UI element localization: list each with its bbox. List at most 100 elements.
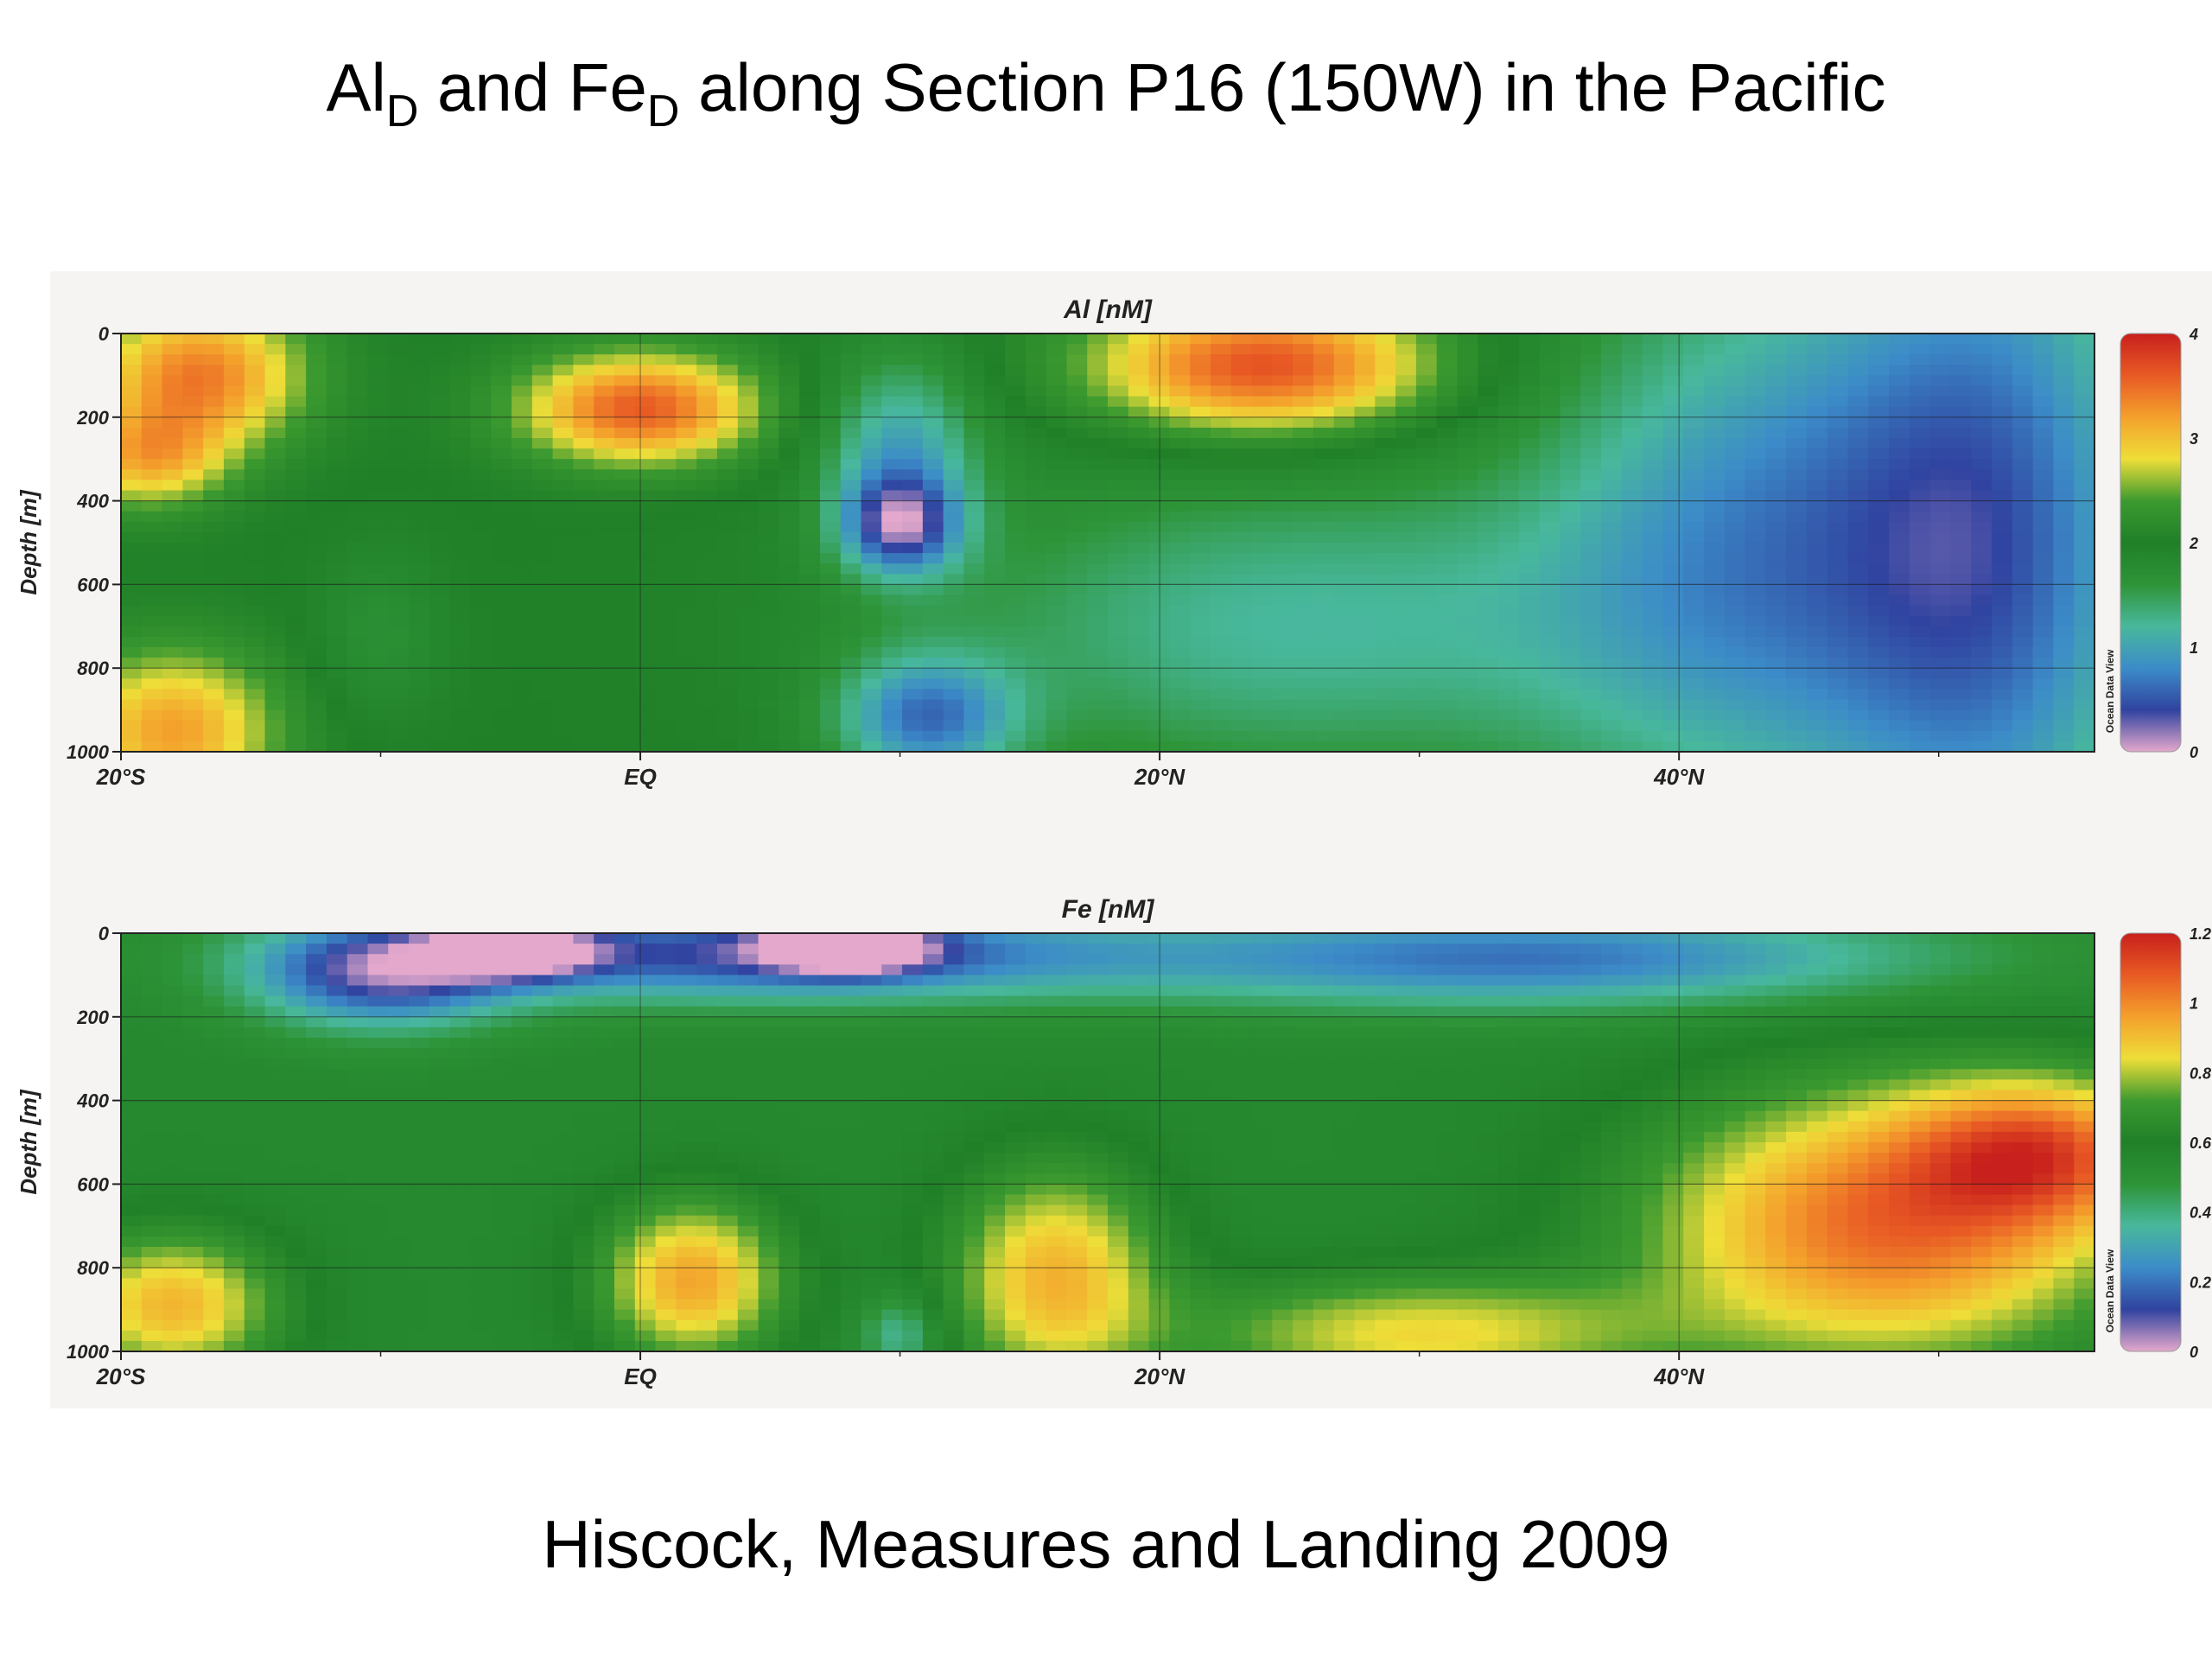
heatmap-cell	[306, 427, 327, 439]
heatmap-cell	[2053, 511, 2075, 523]
heatmap-cell	[984, 584, 1006, 596]
heatmap-cell	[1025, 658, 1047, 670]
heatmap-cell	[1662, 459, 1685, 471]
heatmap-cell	[409, 709, 430, 721]
heatmap-cell	[531, 365, 554, 377]
heatmap-cell	[1765, 406, 1788, 418]
heatmap-cell	[2012, 438, 2034, 449]
heatmap-cell	[1190, 448, 1211, 461]
heatmap-cell	[531, 396, 554, 408]
heatmap-cell	[1621, 584, 1643, 596]
heatmap-cell	[2053, 720, 2075, 732]
heatmap-cell	[1190, 964, 1211, 976]
heatmap-cell	[1148, 480, 1171, 492]
heatmap-cell	[634, 365, 657, 377]
heatmap-cell	[1950, 385, 1973, 397]
heatmap-cell	[429, 741, 451, 752]
heatmap-cell	[1765, 459, 1788, 471]
heatmap-cell	[943, 459, 965, 471]
heatmap-cell	[1230, 563, 1253, 575]
heatmap-cell	[1087, 574, 1109, 586]
heatmap-cell	[1662, 741, 1685, 752]
heatmap-cell	[943, 354, 965, 366]
heatmap-cell	[963, 543, 986, 554]
heatmap-cell	[696, 1027, 718, 1039]
heatmap-cell	[881, 543, 903, 554]
heatmap-cell	[388, 427, 410, 439]
heatmap-cell	[1395, 689, 1417, 701]
heatmap-cell	[1745, 1027, 1767, 1039]
heatmap-cell	[346, 385, 369, 397]
heatmap-cell	[1190, 709, 1211, 721]
heatmap-cell	[2053, 563, 2075, 575]
heatmap-cell	[1210, 480, 1232, 492]
heatmap-cell	[634, 490, 657, 502]
heatmap-cell	[1971, 995, 1993, 1007]
heatmap-cell	[1066, 563, 1089, 575]
heatmap-cell	[1066, 658, 1089, 670]
heatmap-cell	[1601, 385, 1623, 397]
heatmap-cell	[758, 636, 780, 648]
heatmap-cell	[429, 1027, 451, 1039]
heatmap-cell	[1457, 699, 1479, 711]
heatmap-cell	[1889, 406, 1910, 418]
heatmap-cell	[1929, 1027, 1952, 1039]
heatmap-cell	[1827, 995, 1849, 1007]
heatmap-cell	[902, 689, 924, 701]
heatmap-cell	[1827, 626, 1849, 638]
heatmap-cell	[1909, 416, 1931, 429]
heatmap-cell	[1087, 459, 1109, 471]
heatmap-cell	[984, 689, 1006, 701]
heatmap-cell	[1148, 511, 1171, 523]
heatmap-cell	[1929, 944, 1952, 956]
y-tick-label: 1000	[67, 741, 110, 763]
heatmap-cell	[326, 964, 348, 976]
heatmap-cell	[264, 459, 287, 471]
heatmap-cell	[676, 995, 698, 1007]
plot-frame	[120, 333, 2095, 753]
heatmap-cell	[264, 636, 287, 648]
heatmap-cell	[1806, 985, 1828, 997]
heatmap-cell	[1148, 354, 1171, 366]
heatmap-cell	[1128, 469, 1150, 481]
heatmap-cell	[1683, 964, 1705, 976]
heatmap-cell	[573, 490, 595, 502]
heatmap-cell	[1745, 730, 1767, 742]
heatmap-cell	[1683, 438, 1705, 449]
heatmap-cell	[1580, 741, 1602, 752]
heatmap-cell	[2032, 365, 2055, 377]
heatmap-cell	[1293, 678, 1314, 690]
heatmap-cell	[388, 699, 410, 711]
heatmap-cell	[614, 1006, 636, 1018]
heatmap-cell	[306, 720, 327, 732]
heatmap-cell	[594, 605, 615, 617]
heatmap-cell	[1108, 594, 1129, 607]
heatmap-cell	[1210, 563, 1232, 575]
heatmap-cell	[1128, 334, 1150, 345]
heatmap-cell	[1889, 334, 1910, 345]
heatmap-cell	[1251, 563, 1274, 575]
heatmap-cell	[1992, 1027, 2013, 1039]
heatmap-cell	[1786, 334, 1808, 345]
heatmap-cell	[470, 615, 493, 627]
heatmap-cell	[429, 531, 451, 543]
heatmap-cell	[1251, 396, 1274, 408]
heatmap-cell	[2012, 375, 2034, 387]
heatmap-cell	[861, 334, 883, 345]
heatmap-cell	[1929, 396, 1952, 408]
heatmap-cell	[1621, 365, 1643, 377]
heatmap-cell	[1745, 1016, 1767, 1028]
heatmap-cell	[676, 933, 698, 944]
heatmap-cell	[285, 944, 308, 956]
heatmap-cell	[1498, 689, 1520, 701]
heatmap-cell	[285, 521, 308, 533]
heatmap-cell	[491, 334, 512, 345]
heatmap-cell	[737, 427, 760, 439]
heatmap-cell	[1765, 605, 1788, 617]
heatmap-cell	[512, 584, 533, 596]
heatmap-cell	[2032, 427, 2055, 439]
heatmap-cell	[1169, 416, 1192, 429]
heatmap-cell	[1272, 964, 1294, 976]
heatmap-cell	[182, 574, 205, 586]
heatmap-cell	[1190, 469, 1211, 481]
